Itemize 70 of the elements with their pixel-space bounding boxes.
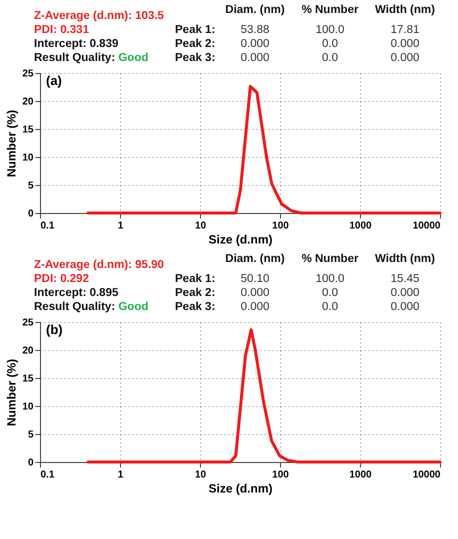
text: 0.0 bbox=[321, 38, 339, 50]
text: Peak 3: bbox=[175, 52, 216, 64]
text: 100.0 bbox=[314, 24, 346, 36]
x-axis-title: Size (d.nm) bbox=[208, 232, 273, 246]
y-axis-title: Number (%) bbox=[4, 110, 18, 178]
x-tick-label: 10 bbox=[194, 470, 206, 480]
text: 0.000 bbox=[240, 301, 270, 313]
text: Width (nm) bbox=[374, 4, 436, 16]
text: 50.10 bbox=[240, 273, 270, 285]
y-tick-label: 5 bbox=[28, 180, 34, 192]
text: Peak 2: bbox=[175, 38, 216, 50]
text: Peak 1: bbox=[175, 273, 216, 285]
y-tick-label: 20 bbox=[22, 96, 34, 108]
y-tick-label: 25 bbox=[22, 68, 34, 80]
text: Z-Average (d.nm): 103.5 bbox=[34, 10, 164, 22]
text: Diam. (nm) bbox=[224, 4, 286, 16]
text: % Number bbox=[300, 253, 360, 265]
text: Intercept: 0.839 bbox=[34, 38, 118, 50]
y-tick-label: 25 bbox=[22, 318, 34, 328]
text: 100.0 bbox=[314, 273, 346, 285]
text: Peak 2: bbox=[175, 287, 216, 299]
x-tick-label: 10000 bbox=[412, 220, 441, 232]
y-tick-label: 10 bbox=[22, 402, 34, 412]
y-tick-label: 15 bbox=[22, 374, 34, 384]
x-axis-title: Size (d.nm) bbox=[208, 482, 273, 496]
text: PDI: 0.331 bbox=[34, 24, 89, 36]
y-tick-label: 0 bbox=[28, 208, 34, 220]
text: 17.81 bbox=[390, 24, 420, 36]
text: Good bbox=[117, 301, 148, 313]
text: 0.0 bbox=[321, 287, 339, 299]
x-tick-label: 0.1 bbox=[40, 220, 55, 232]
text: 0.000 bbox=[390, 301, 420, 313]
y-tick-label: 0 bbox=[28, 458, 34, 468]
chart-title: (b) bbox=[46, 322, 63, 337]
text: Peak 3: bbox=[175, 301, 216, 313]
text: 0.000 bbox=[390, 287, 420, 299]
y-axis-title: Number (%) bbox=[4, 358, 18, 426]
text: 53.88 bbox=[240, 24, 270, 36]
text: 0.000 bbox=[240, 52, 270, 64]
text: PDI: 0.292 bbox=[34, 273, 89, 285]
x-tick-label: 100 bbox=[272, 220, 290, 232]
x-tick-label: 100 bbox=[272, 470, 290, 480]
x-tick-label: 1 bbox=[118, 470, 124, 480]
y-tick-label: 5 bbox=[28, 430, 34, 440]
x-tick-label: 1000 bbox=[349, 220, 372, 232]
text: 0.000 bbox=[240, 38, 270, 50]
x-tick-label: 0.1 bbox=[40, 470, 55, 480]
x-tick-label: 10000 bbox=[412, 470, 441, 480]
text: % Number bbox=[300, 4, 360, 16]
text: 0.000 bbox=[390, 52, 420, 64]
text: 0.0 bbox=[321, 52, 339, 64]
text: Z-Average (d.nm): 95.90 bbox=[34, 259, 164, 271]
y-tick-label: 10 bbox=[22, 152, 34, 164]
x-tick-label: 1000 bbox=[349, 470, 372, 480]
chart-title: (a) bbox=[46, 73, 62, 88]
text: 0.000 bbox=[240, 287, 270, 299]
text: Intercept: 0.895 bbox=[34, 287, 118, 299]
text: Result Quality: bbox=[34, 52, 116, 64]
x-tick-label: 1 bbox=[118, 220, 124, 232]
text: Diam. (nm) bbox=[224, 253, 286, 265]
text: 15.45 bbox=[390, 273, 420, 285]
text: 0.0 bbox=[321, 301, 339, 313]
text: Good bbox=[117, 52, 148, 64]
text: Width (nm) bbox=[374, 253, 436, 265]
x-tick-label: 10 bbox=[194, 220, 206, 232]
y-tick-label: 20 bbox=[22, 346, 34, 356]
text: Result Quality: bbox=[34, 301, 116, 313]
y-tick-label: 15 bbox=[22, 124, 34, 136]
text: 0.000 bbox=[390, 38, 420, 50]
text: Peak 1: bbox=[175, 24, 216, 36]
